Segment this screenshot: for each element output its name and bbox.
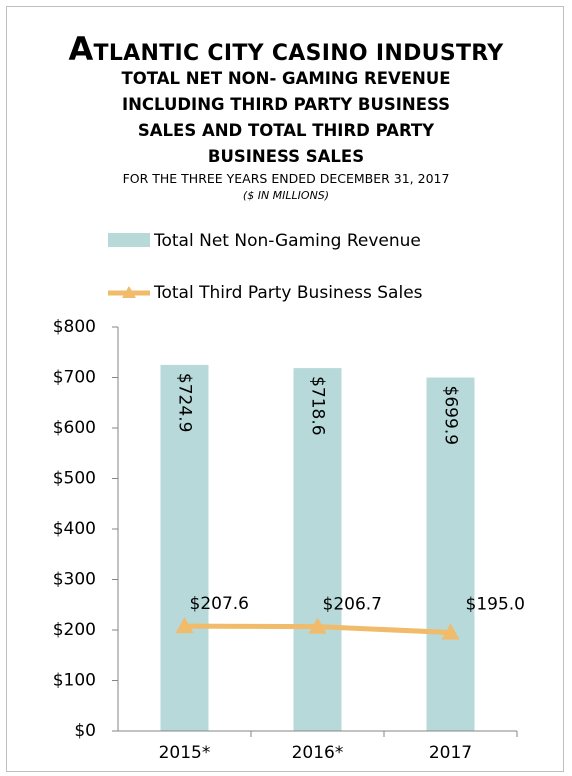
legend-swatch [108,233,150,247]
y-tick-label: $300 [53,570,96,590]
y-tick-label: $500 [53,469,96,489]
y-tick-label: $600 [53,418,96,438]
bar-value-label: $699.9 [441,386,461,445]
chart-heading: ATLANTIC CITY CASINO INDUSTRY [68,30,504,68]
bar [426,377,475,731]
legend-label: Total Net Non-Gaming Revenue [153,231,421,251]
frame [6,6,564,772]
x-tick-label: 2015* [159,743,211,763]
line-marker [308,617,327,634]
y-tick-label: $700 [53,368,96,388]
legend-marker [122,286,136,298]
chart-title: TOTAL NET NON- GAMING REVENUE INCLUDING … [121,69,451,166]
y-tick-label: $400 [53,519,96,539]
bar [160,364,209,731]
chart-subtitle: FOR THE THREE YEARS ENDED DECEMBER 31, 2… [122,171,450,186]
line-value-label: $207.6 [190,594,249,614]
y-tick-label: $800 [53,317,96,337]
y-tick-label: $200 [53,620,96,640]
line-value-label: $206.7 [323,595,382,615]
line-value-label: $195.0 [466,595,525,615]
y-tick-label: $100 [53,671,96,691]
legend-label: Total Third Party Business Sales [153,283,423,303]
bar-value-label: $724.9 [175,373,195,432]
line-marker [175,617,194,634]
x-tick-label: 2016* [292,743,344,763]
chart-note: ($ IN MILLIONS) [242,189,330,202]
bar-value-label: $718.6 [308,376,328,435]
line-marker [441,623,460,640]
y-tick-label: $0 [74,721,96,741]
bar [293,368,342,731]
x-tick-label: 2017 [429,743,472,763]
